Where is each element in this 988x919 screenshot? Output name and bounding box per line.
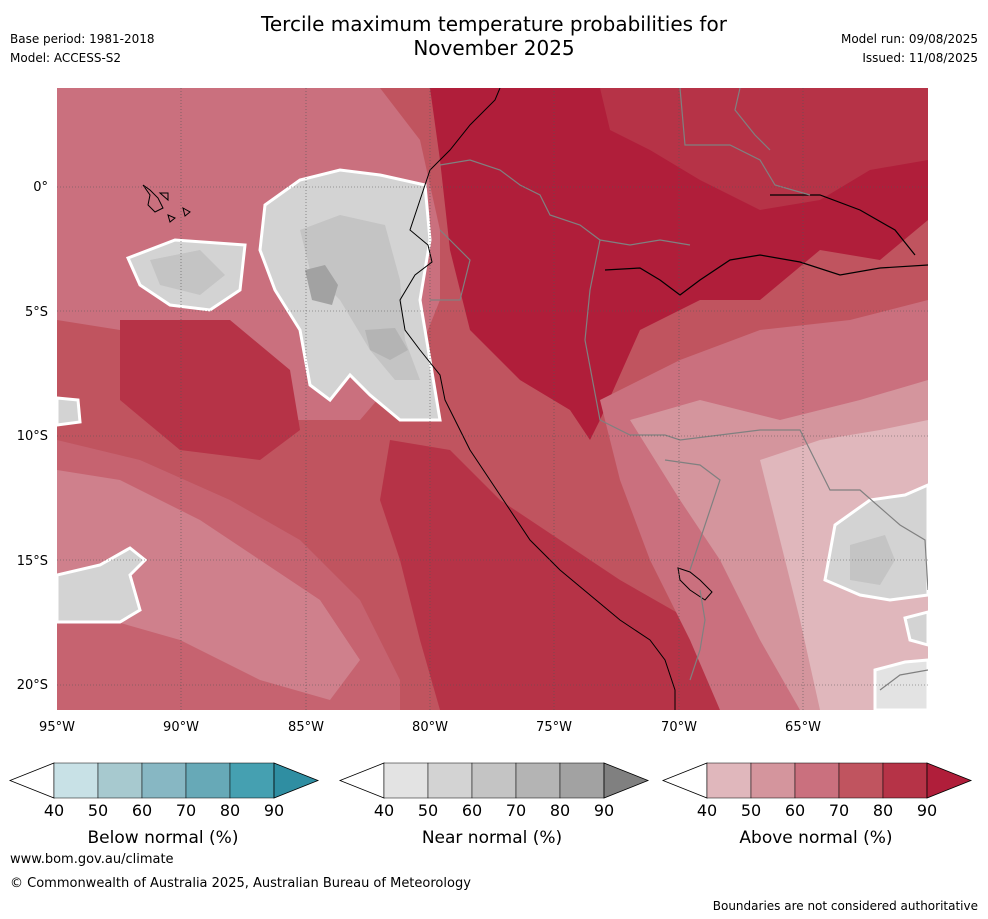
colorbar-tick: 50 xyxy=(88,801,108,820)
lat-label: 10°S xyxy=(17,429,48,444)
colorbar-segment xyxy=(53,762,99,799)
colorbar-tick: 60 xyxy=(132,801,152,820)
colorbar-segment xyxy=(794,762,840,799)
lon-label: 85°W xyxy=(288,720,324,735)
colorbar-tick: 40 xyxy=(374,801,394,820)
colorbar-segment xyxy=(515,762,561,799)
model-name: Model: ACCESS-S2 xyxy=(10,51,122,65)
lon-label: 75°W xyxy=(536,720,572,735)
footer-copyright: © Commonwealth of Australia 2025, Austra… xyxy=(10,876,471,891)
meta-left: Base period: 1981-2018 Model: ACCESS-S2 xyxy=(10,30,155,68)
colorbar-near-normal: 40 50 60 70 80 90 xyxy=(338,762,650,820)
footer-disclaimer: Boundaries are not considered authoritat… xyxy=(712,899,978,913)
lon-label: 80°W xyxy=(412,720,448,735)
near-normal-main-70 xyxy=(365,328,408,360)
colorbar-tick: 40 xyxy=(697,801,717,820)
footer-url: www.bom.gov.au/climate xyxy=(10,852,174,867)
colorbar-extend-low xyxy=(661,762,708,799)
colorbar-label-above: Above normal (%) xyxy=(739,828,892,848)
near-normal-southeast-60 xyxy=(850,535,895,585)
meta-right: Model run: 09/08/2025 Issued: 11/08/2025 xyxy=(841,30,978,68)
colorbar-segment xyxy=(383,762,429,799)
colorbar-tick: 80 xyxy=(873,801,893,820)
colorbar-extend-high xyxy=(273,762,320,799)
lat-label: 5°S xyxy=(25,305,48,320)
map-title-line1: Tercile maximum temperature probabilitie… xyxy=(261,12,727,36)
galapagos-islands xyxy=(142,184,191,223)
near-normal-southwest xyxy=(57,546,148,624)
lat-label: 20°S xyxy=(17,678,48,693)
shade-west-80 xyxy=(120,320,300,460)
near-normal-west-small xyxy=(57,396,82,427)
colorbar-tick: 50 xyxy=(741,801,761,820)
issued-date: Issued: 11/08/2025 xyxy=(862,51,978,65)
colorbar-tick: 90 xyxy=(917,801,937,820)
lon-label: 70°W xyxy=(661,720,697,735)
lon-label: 90°W xyxy=(163,720,199,735)
colorbar-tick: 70 xyxy=(506,801,526,820)
colorbar-segment xyxy=(838,762,884,799)
colorbar-segment xyxy=(141,762,187,799)
lake-titicaca xyxy=(677,567,713,601)
colorbar-segment xyxy=(427,762,473,799)
near-normal-galapagos-60 xyxy=(150,250,225,295)
colorbar-segment xyxy=(882,762,928,799)
model-run: Model run: 09/08/2025 xyxy=(840,32,978,46)
colorbar-tick: 70 xyxy=(829,801,849,820)
colorbar-tick: 60 xyxy=(785,801,805,820)
base-period: Base period: 1981-2018 xyxy=(10,32,155,46)
colorbar-below-normal: 40 50 60 70 80 90 xyxy=(8,762,320,820)
colorbar-tick: 40 xyxy=(44,801,64,820)
country-borders xyxy=(430,88,928,691)
colorbar-segment xyxy=(471,762,517,799)
lon-label: 95°W xyxy=(39,720,75,735)
colorbar-extend-high xyxy=(926,762,973,799)
colorbar-tick: 90 xyxy=(264,801,284,820)
shade-sw-60 xyxy=(57,440,400,710)
lat-label: 0° xyxy=(33,180,48,195)
rio-negro xyxy=(770,194,916,256)
lon-label: 65°W xyxy=(785,720,821,735)
colorbar-extend-low xyxy=(338,762,385,799)
near-normal-southeast-2 xyxy=(903,610,928,647)
coastline xyxy=(399,88,676,710)
map-title: Tercile maximum temperature probabilitie… xyxy=(0,12,988,60)
colorbar-label-near: Near normal (%) xyxy=(422,828,562,848)
amazon-river xyxy=(604,254,928,296)
graticule xyxy=(57,88,928,710)
colorbar-above-normal: 40 50 60 70 80 90 xyxy=(661,762,973,820)
colorbar-segment xyxy=(97,762,143,799)
colorbar-tick: 90 xyxy=(594,801,614,820)
colorbar-tick: 50 xyxy=(418,801,438,820)
colorbar-tick: 70 xyxy=(176,801,196,820)
shade-coastal-80 xyxy=(380,440,720,710)
colorbar-segment xyxy=(750,762,796,799)
colorbar-tick: 80 xyxy=(550,801,570,820)
colorbar-tick: 60 xyxy=(462,801,482,820)
map-title-line2: November 2025 xyxy=(413,36,575,60)
colorbar-extend-high xyxy=(603,762,650,799)
lat-label: 15°S xyxy=(17,554,48,569)
colorbar-segment xyxy=(559,762,605,799)
near-normal-main-80 xyxy=(305,265,338,305)
shade-ne-80 xyxy=(600,88,928,210)
colorbar-label-below: Below normal (%) xyxy=(88,828,239,848)
colorbar-segment xyxy=(706,762,752,799)
colorbar-tick: 80 xyxy=(220,801,240,820)
colorbar-segment xyxy=(229,762,275,799)
colorbar-segment xyxy=(185,762,231,799)
colorbar-extend-low xyxy=(8,762,55,799)
